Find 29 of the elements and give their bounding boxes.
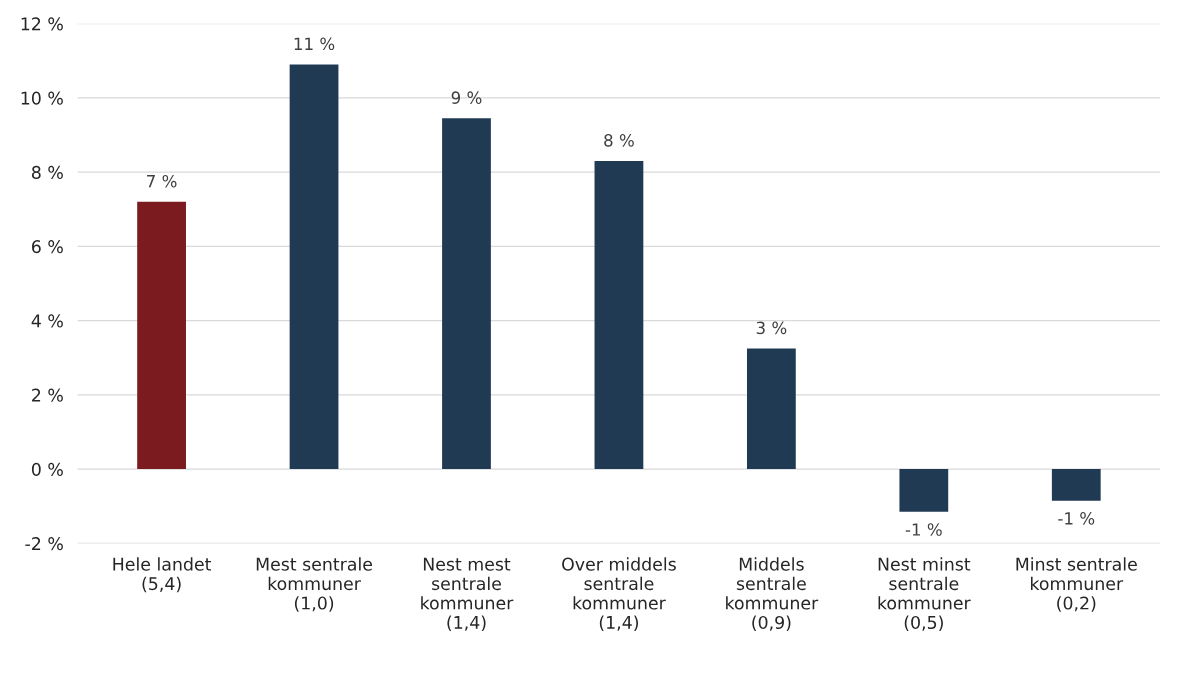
x-tick-label: Nest minst sentrale kommuner (0,5) [878,557,971,632]
y-tick-label: 0 % [31,462,63,476]
y-tick-label: 6 % [32,240,63,254]
bar [289,64,339,470]
bar [594,160,644,470]
data-label: -1 % [905,523,942,536]
bar [899,469,949,512]
y-tick-label: 4 % [31,314,63,328]
x-tick-label: Nest mest sentrale kommuner (1,4) [421,557,514,632]
x-tick-label: Mest sentrale kommuner (1,0) [256,557,373,612]
y-tick-label: 12 % [21,17,63,31]
data-label: 3 % [756,321,787,335]
bar [137,201,186,470]
data-label: 8 % [604,134,634,147]
y-tick-label: 2 % [32,388,63,402]
data-label: 11 % [294,37,335,51]
x-tick-label: Hele landet (5,4) [113,557,212,593]
y-tick-label: -2 % [25,537,63,551]
x-tick-label: Minst sentrale kommuner (0,2) [1016,557,1137,612]
x-tick-label: Over middels sentrale kommuner (1,4) [562,557,676,632]
bar [746,348,796,470]
bar [442,118,491,470]
data-label: 9 % [451,91,482,104]
data-label: -1 % [1058,512,1095,525]
y-tick-label: 8 % [31,165,63,179]
y-tick-label: 10 % [21,91,63,105]
x-tick-label: Middels sentrale kommuner (0,9) [726,557,819,632]
bar [1051,469,1101,501]
data-label: 7 % [147,174,177,188]
